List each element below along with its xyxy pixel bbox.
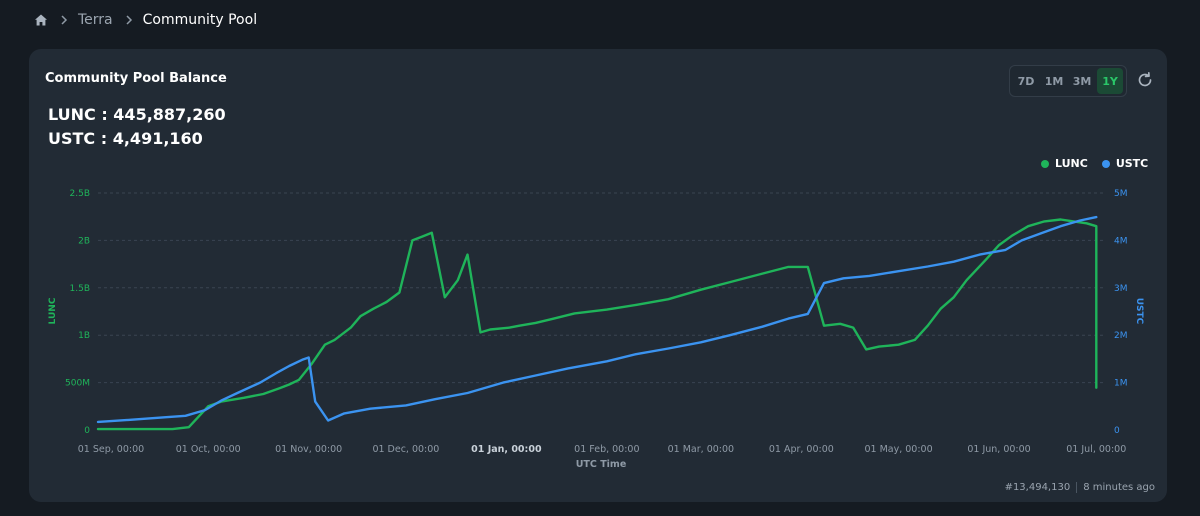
y-left-tick-label: 1.5B — [70, 284, 91, 294]
y-left-axis-title: LUNC — [48, 297, 58, 324]
y-left-tick-label: 2B — [78, 236, 90, 246]
range-3m-button[interactable]: 3M — [1072, 74, 1092, 88]
y-right-tick-label: 2M — [1114, 331, 1128, 341]
range-1m-button[interactable]: 1M — [1044, 74, 1064, 88]
y-left-tick-label: 0 — [84, 426, 90, 436]
x-tick-label: 01 Mar, 00:00 — [668, 444, 734, 455]
x-axis-title: UTC Time — [576, 459, 627, 470]
legend-label-lunc: LUNC — [1055, 157, 1088, 170]
y-right-tick-label: 3M — [1114, 284, 1128, 294]
breadcrumb: Terra Community Pool — [34, 10, 257, 30]
lunc-balance: LUNC : 445,887,260 — [48, 103, 226, 127]
x-tick-label: 01 May, 00:00 — [864, 444, 932, 455]
block-height: #13,494,130 — [1004, 482, 1071, 493]
y-left-tick-label: 500M — [65, 379, 90, 389]
x-tick-label: 01 Oct, 00:00 — [176, 444, 241, 455]
legend-item-lunc[interactable]: LUNC — [1041, 157, 1088, 170]
updated-time: 8 minutes ago — [1083, 482, 1155, 493]
x-tick-label: 01 Apr, 00:00 — [769, 444, 834, 455]
y-right-axis-title: USTC — [1134, 298, 1144, 325]
breadcrumb-current-page: Community Pool — [142, 12, 258, 28]
home-icon[interactable] — [34, 13, 48, 27]
breadcrumb-link-terra[interactable]: Terra — [78, 12, 113, 28]
time-range-selector: 7D 1M 3M 1Y — [1009, 65, 1127, 97]
lunc-balance-label: LUNC — [48, 105, 96, 124]
refresh-icon[interactable] — [1136, 71, 1154, 89]
lunc-legend-dot — [1041, 159, 1049, 168]
balance-summary: LUNC : 445,887,260 USTC : 4,491,160 — [48, 103, 226, 151]
x-tick-label: 01 Nov, 00:00 — [275, 444, 342, 455]
card-title: Community Pool Balance — [45, 71, 227, 86]
chart-legend: LUNC USTC — [1041, 157, 1148, 170]
ustc-legend-dot — [1101, 159, 1110, 168]
y-right-tick-label: 4M — [1114, 236, 1128, 246]
y-left-tick-label: 2.5B — [70, 189, 91, 199]
footer-divider — [1076, 482, 1078, 493]
x-tick-label: 01 Jun, 00:00 — [967, 444, 1030, 455]
y-right-tick-label: 5M — [1114, 189, 1128, 199]
chevron-right-icon — [58, 14, 70, 26]
x-tick-label: 01 Jul, 00:00 — [1066, 444, 1126, 455]
lunc-balance-value: 445,887,260 — [113, 105, 226, 124]
x-tick-label: 01 Feb, 00:00 — [574, 444, 639, 455]
series-line-ustc — [96, 215, 1098, 424]
y-left-tick-label: 1B — [78, 331, 90, 341]
series-line-lunc — [96, 218, 1098, 431]
x-tick-label: 01 Dec, 00:00 — [372, 444, 439, 455]
ustc-balance: USTC : 4,491,160 — [48, 127, 226, 151]
chevron-right-icon — [123, 14, 135, 26]
ustc-balance-label: USTC — [48, 129, 96, 148]
x-tick-label: 01 Jan, 00:00 — [471, 444, 542, 455]
range-1y-button[interactable]: 1Y — [1097, 68, 1123, 94]
community-pool-card: Community Pool Balance LUNC : 445,887,26… — [29, 49, 1167, 502]
x-tick-label: 01 Sep, 00:00 — [78, 444, 144, 455]
legend-label-ustc: USTC — [1115, 157, 1149, 170]
chart-footer: #13,494,130 8 minutes ago — [1005, 482, 1155, 493]
ustc-balance-value: 4,491,160 — [112, 129, 203, 148]
community-pool-chart: 0 0 500M 1M 1B 2M 1.5B 3M 2B 4M 2.5B 5M 01 Sep, 00:0… — [48, 189, 1144, 470]
y-right-tick-label: 0 — [1114, 426, 1120, 436]
y-right-tick-label: 1M — [1114, 379, 1128, 389]
range-7d-button[interactable]: 7D — [1017, 74, 1035, 88]
legend-item-ustc[interactable]: USTC — [1101, 157, 1149, 170]
